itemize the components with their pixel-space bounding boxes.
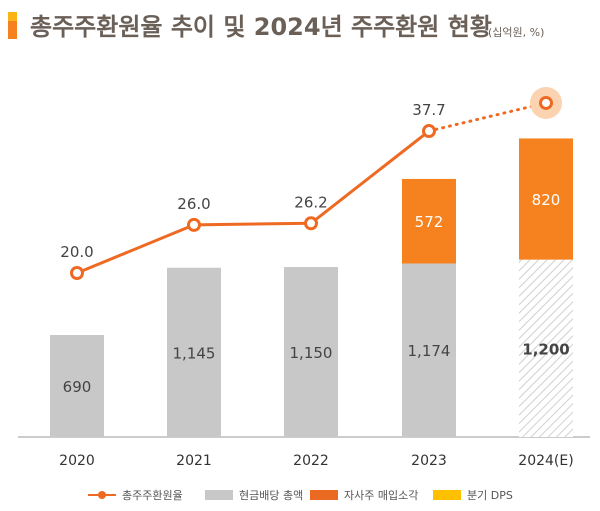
- return-rate-point: [70, 266, 84, 280]
- cash-dividend-label: 1,174: [408, 342, 451, 360]
- legend-label: 분기 DPS: [467, 489, 513, 502]
- title-marker-bottom: [8, 21, 17, 39]
- return-rate-estimate-line: [427, 101, 548, 133]
- x-tick-label: 2021: [176, 453, 212, 469]
- cash-dividend-label: 690: [63, 378, 92, 396]
- cash-dividend-bar: [167, 267, 221, 437]
- cash-dividend-label: 1,150: [290, 344, 333, 362]
- cash-dividend-bar: [284, 267, 338, 437]
- buyback-bar: [519, 138, 573, 260]
- return-rate-line: [76, 129, 430, 275]
- cash-dividend-bar: [519, 259, 573, 437]
- return-rate-label: 37.7: [412, 101, 445, 119]
- cash-dividend-bar: [402, 263, 456, 437]
- legend-swatch: [205, 490, 233, 500]
- title-marker-top: [8, 12, 17, 21]
- cash-dividend-label: 1,200: [522, 340, 569, 358]
- buyback-label: 572: [415, 213, 444, 231]
- chart-unit: (십억원, %): [488, 26, 544, 39]
- cash-dividend-bar: [50, 335, 104, 437]
- buyback-bar: [402, 178, 456, 264]
- return-rate-label: 26.0: [177, 195, 210, 213]
- x-tick-label: 2020: [59, 453, 95, 469]
- return-rate-point: [422, 124, 436, 139]
- x-tick-label: 2022: [293, 453, 329, 469]
- buyback-label: 820: [532, 191, 561, 209]
- x-tick-label: 2024(E): [518, 453, 573, 469]
- return-rate-label: 26.2: [294, 193, 327, 211]
- legend-label: 총주주환원율: [122, 489, 183, 502]
- legend-swatch: [433, 490, 461, 500]
- legend-label: 현금배당 총액: [239, 489, 303, 502]
- return-rate-label: 20.0: [60, 243, 93, 261]
- x-tick-label: 2023: [411, 453, 447, 469]
- cash-dividend-label: 1,145: [173, 344, 216, 362]
- chart-title: 총주주환원율 추이 및 2024년 주주환원 현황: [30, 13, 492, 41]
- legend-dot-icon: [98, 491, 106, 499]
- return-rate-point: [539, 95, 553, 110]
- return-rate-point: [304, 216, 318, 231]
- return-rate-point: [187, 217, 201, 232]
- legend-swatch: [310, 490, 338, 500]
- legend-label: 자사주 매입소각: [344, 489, 418, 502]
